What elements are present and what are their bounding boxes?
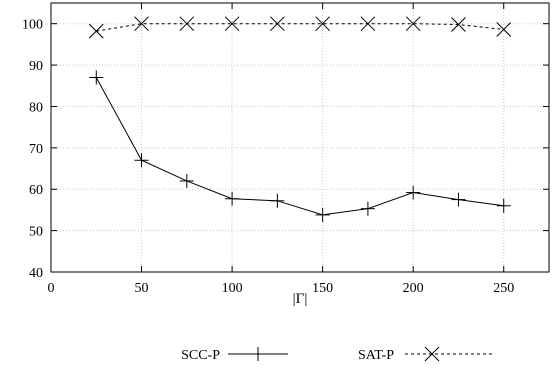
y-tick-label: 50 (29, 225, 43, 240)
data-point (360, 201, 375, 216)
data-point (496, 198, 511, 213)
data-point (270, 16, 285, 32)
x-axis-label: |Γ| (293, 291, 308, 307)
data-point (315, 16, 330, 32)
series-scc-p (89, 70, 511, 222)
series-layer (88, 16, 512, 222)
series-line (96, 23, 504, 32)
x-tick-label: 250 (493, 281, 514, 296)
data-point (179, 173, 194, 188)
data-point (405, 16, 421, 32)
data-point (451, 192, 466, 207)
data-point (179, 16, 195, 32)
x-tick-label: 100 (222, 281, 243, 296)
axis-ticks: 0 50 100 150 200 250 40 50 60 70 80 90 100 (22, 3, 549, 296)
x-tick-label: 0 (48, 281, 55, 296)
data-point (89, 70, 104, 85)
legend-marker (424, 346, 440, 362)
y-tick-label: 70 (29, 142, 43, 157)
y-tick-label: 90 (29, 59, 43, 74)
legend-entry-sat-p: SAT-P (358, 346, 494, 363)
x-tick-label: 150 (312, 281, 333, 296)
x-tick-label: 200 (403, 281, 424, 296)
y-tick-label: 100 (22, 18, 43, 33)
legend-label: SAT-P (358, 348, 394, 363)
data-point (134, 16, 149, 32)
data-point (496, 22, 512, 37)
data-point (134, 153, 149, 168)
data-point (315, 207, 330, 222)
y-tick-label: 40 (29, 266, 43, 281)
legend-marker (251, 347, 265, 361)
x-tick-label: 50 (135, 281, 149, 296)
series-sat-p (88, 16, 512, 39)
data-point (225, 191, 240, 206)
legend: SCC-P SAT-P (181, 346, 494, 363)
data-point (360, 16, 376, 32)
legend-entry-scc-p: SCC-P (181, 347, 288, 363)
y-tick-label: 80 (29, 100, 43, 115)
data-point (270, 193, 285, 208)
series-line (95, 77, 504, 216)
y-tick-label: 60 (29, 183, 43, 198)
plot-frame (50, 2, 550, 273)
grid (51, 3, 549, 272)
data-point (224, 16, 240, 32)
data-point (451, 17, 466, 32)
legend-label: SCC-P (181, 348, 220, 363)
data-point (88, 23, 104, 39)
data-point (406, 185, 421, 200)
